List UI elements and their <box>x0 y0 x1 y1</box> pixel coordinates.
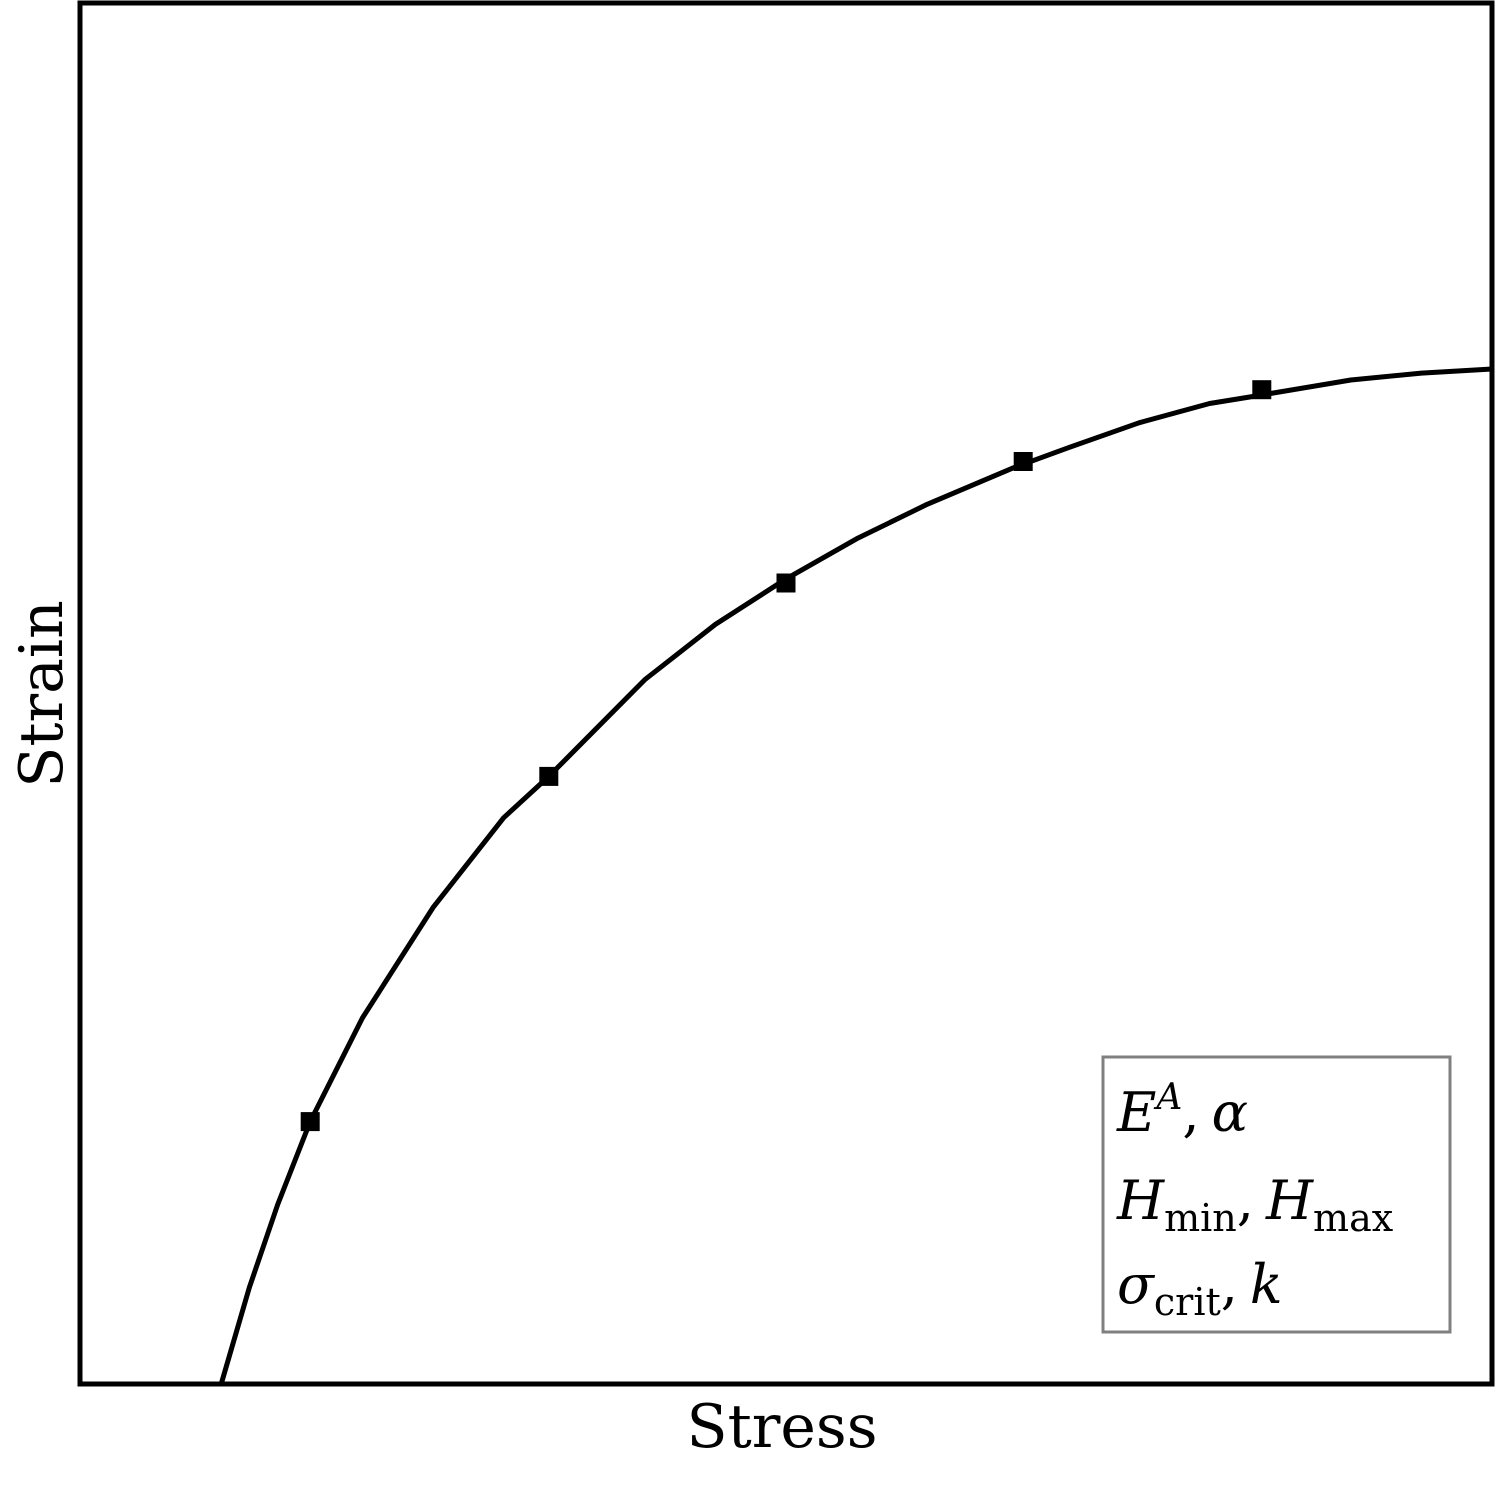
separator: , <box>1182 1081 1199 1144</box>
superscript-A: A <box>1153 1077 1182 1118</box>
plot-frame <box>77 0 1495 1387</box>
symbol-H: H <box>1116 1169 1165 1232</box>
parameter-line-1: EA, α <box>1116 1077 1248 1144</box>
symbol-E: E <box>1116 1081 1156 1144</box>
symbol-k: k <box>1250 1253 1283 1316</box>
subscript-min: min <box>1164 1196 1237 1240</box>
separator: , <box>1237 1169 1254 1232</box>
data-point-marker <box>300 1112 320 1132</box>
symbol-sigma: σ <box>1117 1253 1156 1316</box>
data-point-marker <box>1013 452 1033 471</box>
symbol-H-2: H <box>1265 1169 1314 1232</box>
data-point-marker <box>776 573 796 593</box>
parameter-line-2: Hmin, Hmax <box>1116 1169 1393 1240</box>
subscript-crit: crit <box>1154 1280 1221 1324</box>
parameter-box-border <box>1101 1055 1452 1334</box>
data-point-marker <box>1252 380 1272 400</box>
parameter-box: EA, α Hmin, Hmax σcrit, k <box>1101 1055 1452 1334</box>
symbol-alpha: α <box>1212 1081 1248 1144</box>
x-axis-label: Stress <box>687 1392 878 1462</box>
y-axis-label: Strain <box>7 600 77 788</box>
marker-layer <box>300 380 1272 1132</box>
separator: , <box>1221 1253 1238 1316</box>
parameter-line-3: σcrit, k <box>1117 1253 1283 1324</box>
subscript-max: max <box>1313 1196 1393 1240</box>
data-point-marker <box>539 766 559 786</box>
